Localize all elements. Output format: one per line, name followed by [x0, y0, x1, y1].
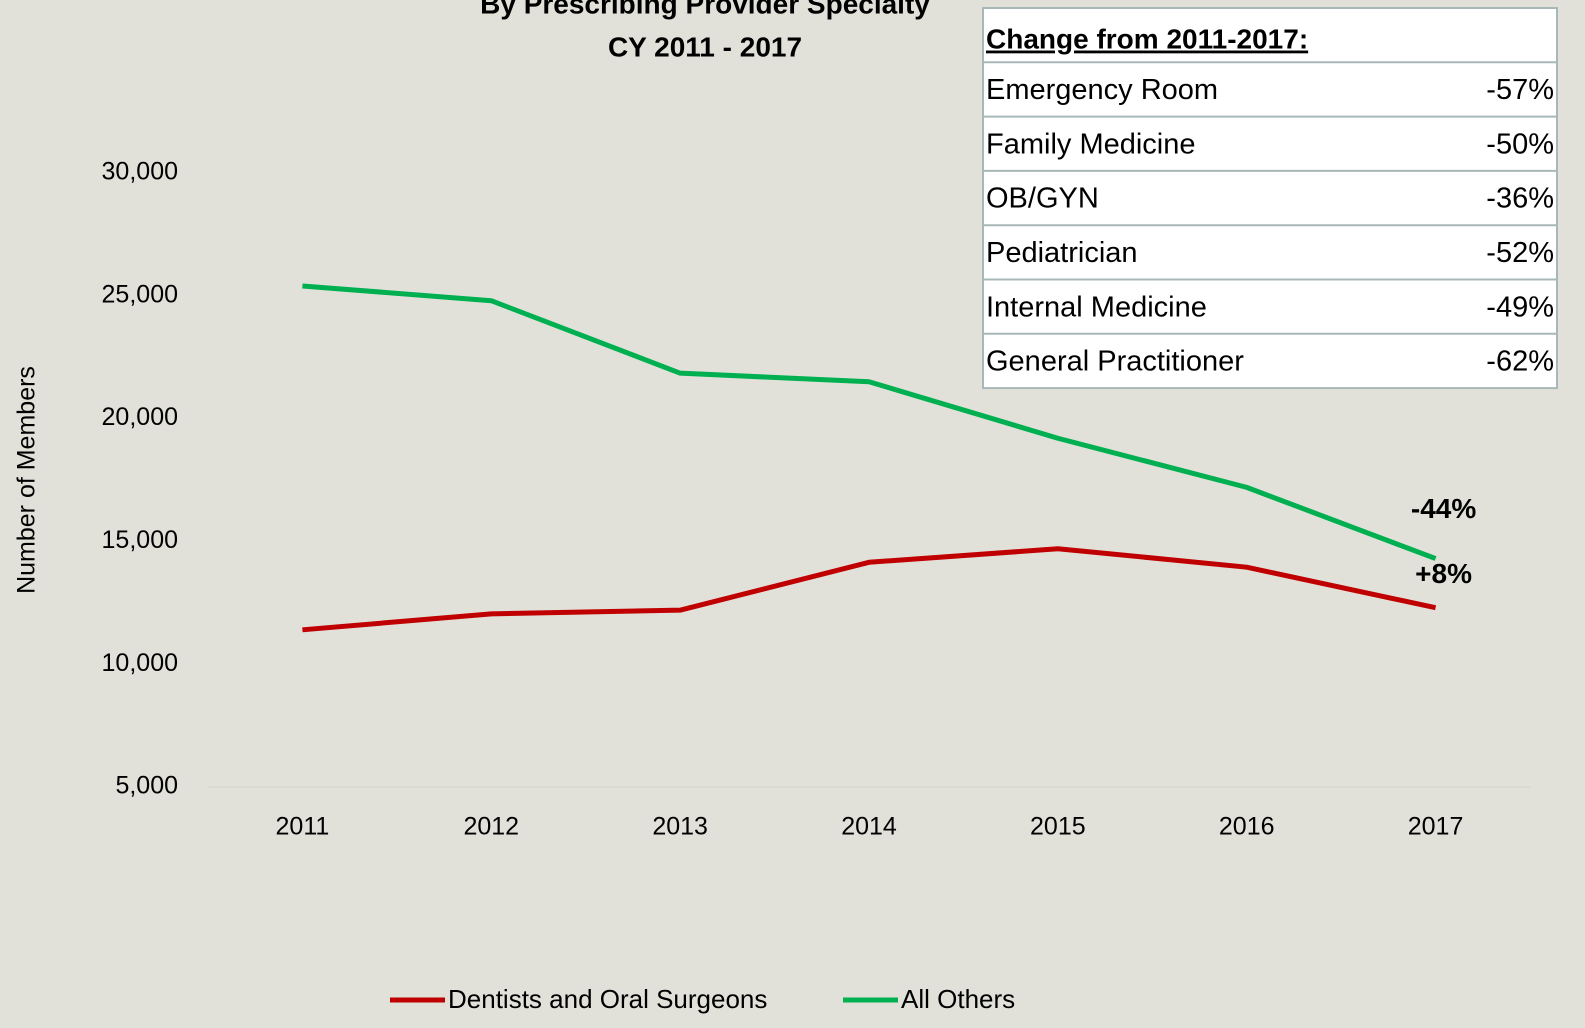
x-tick-label: 2016 [1219, 813, 1275, 841]
legend-label: Dentists and Oral Surgeons [448, 984, 767, 1014]
table-cell-value: -36% [1486, 183, 1554, 215]
table-background [982, 7, 1558, 390]
table-cell-label: OB/GYN [986, 183, 1099, 215]
table-title: Change from 2011-2017: [986, 24, 1308, 55]
end-label: -44% [1411, 493, 1476, 524]
chart-title: By Prescribing Provider Specialty [480, 0, 930, 19]
table-cell-label: General Practitioner [986, 346, 1244, 378]
x-tick-label: 2017 [1408, 813, 1464, 841]
table-cell-label: Pediatrician [986, 237, 1138, 269]
table-cell-value: -50% [1486, 128, 1554, 160]
legend-label: All Others [901, 984, 1015, 1014]
y-tick-label: 25,000 [102, 280, 178, 308]
y-tick-label: 20,000 [102, 403, 178, 431]
series-line [302, 283, 1437, 561]
y-axis-label: Number of Members [13, 366, 41, 594]
x-tick-label: 2014 [841, 813, 897, 841]
table-cell-value: -62% [1486, 346, 1554, 378]
x-tick-label: 2012 [463, 813, 519, 841]
end-label: +8% [1415, 558, 1472, 589]
table-cell-label: Family Medicine [986, 128, 1196, 160]
y-tick-label: 5,000 [115, 772, 178, 800]
table-cell-label: Emergency Room [986, 74, 1218, 106]
x-tick-label: 2015 [1030, 813, 1086, 841]
y-tick-label: 10,000 [102, 649, 178, 677]
x-tick-label: 2011 [276, 813, 330, 841]
table-cell-value: -52% [1486, 237, 1554, 269]
series-line [302, 546, 1437, 633]
table-cell-value: -49% [1486, 291, 1554, 323]
x-tick-label: 2013 [652, 813, 708, 841]
y-tick-label: 15,000 [102, 526, 178, 554]
table-cell-value: -57% [1486, 74, 1554, 106]
y-tick-label: 30,000 [102, 158, 178, 186]
table-cell-label: Internal Medicine [986, 291, 1207, 323]
chart-subtitle: CY 2011 - 2017 [608, 31, 802, 62]
